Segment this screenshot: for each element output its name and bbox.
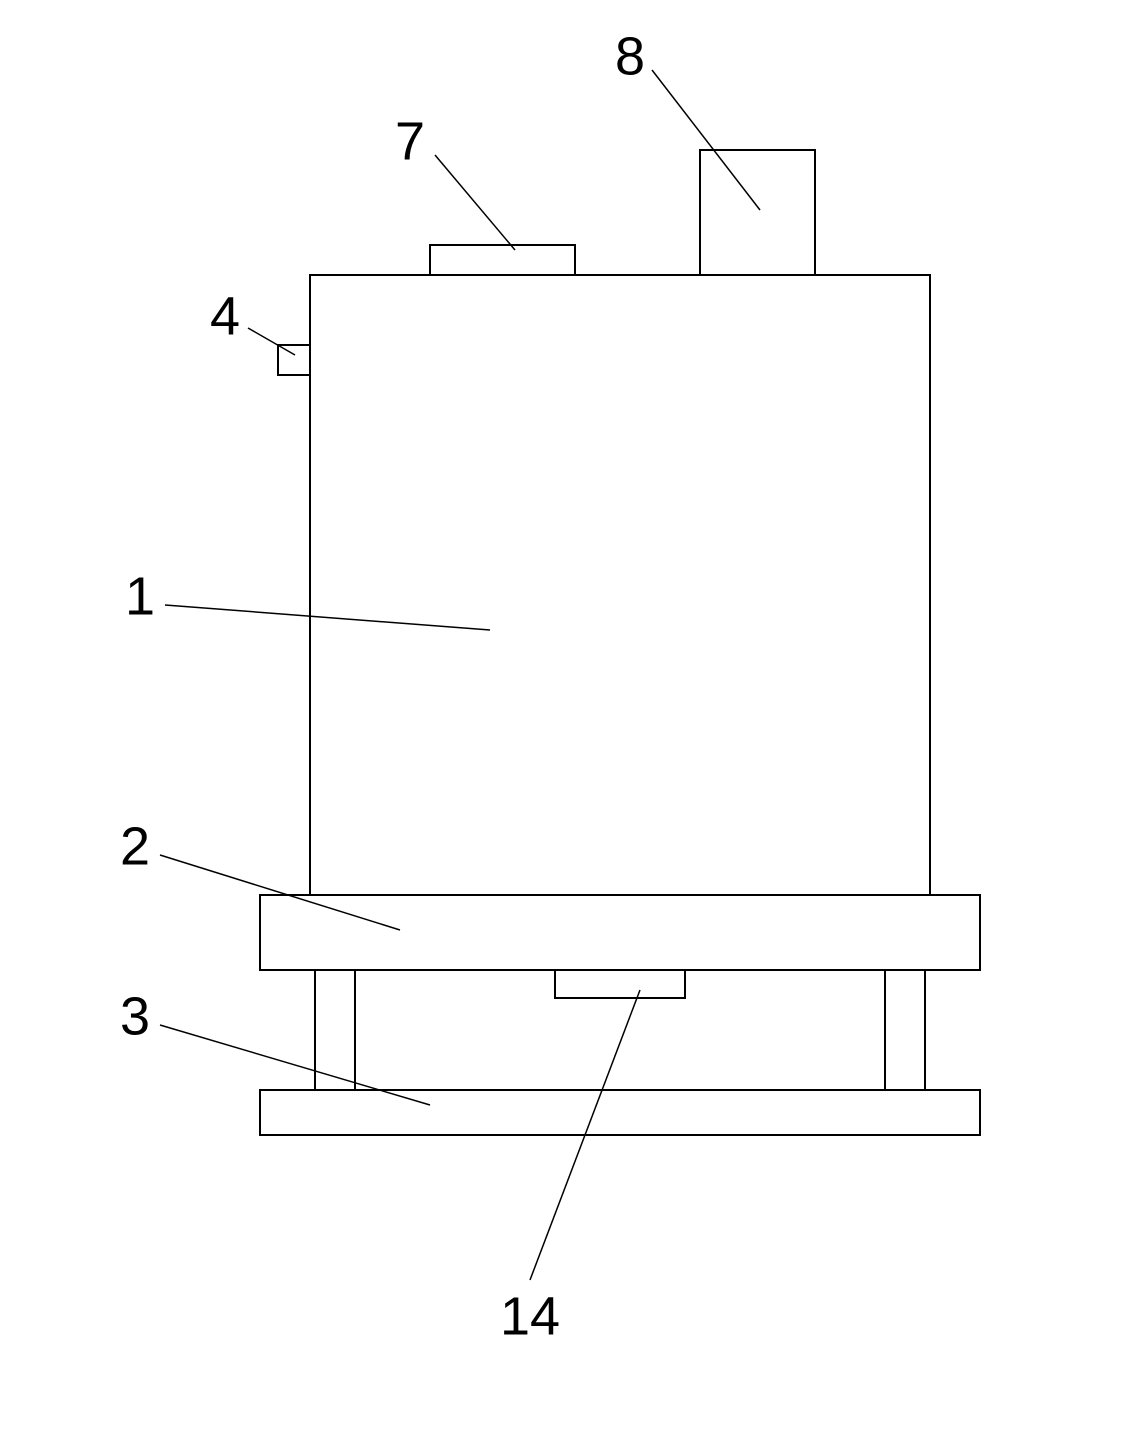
lower-plate [260, 1090, 980, 1135]
side-tab [278, 345, 310, 375]
leader-2 [160, 855, 400, 930]
bottom-tab [555, 970, 685, 998]
leader-7 [435, 155, 515, 250]
label-8: 8 [615, 26, 645, 86]
leader-3 [160, 1025, 430, 1105]
right-leg [885, 970, 925, 1090]
upper-plate [260, 895, 980, 970]
technical-diagram: 1 2 3 4 7 8 14 [0, 0, 1132, 1448]
label-2: 2 [120, 816, 150, 876]
main-box [310, 275, 930, 895]
label-7: 7 [395, 111, 425, 171]
leader-1 [165, 605, 490, 630]
label-4: 4 [210, 286, 240, 346]
label-3: 3 [120, 986, 150, 1046]
leader-4 [248, 328, 295, 355]
leader-8 [652, 70, 760, 210]
top-cylinder [700, 150, 815, 275]
top-small-block [430, 245, 575, 275]
label-14: 14 [500, 1286, 560, 1346]
label-1: 1 [125, 566, 155, 626]
